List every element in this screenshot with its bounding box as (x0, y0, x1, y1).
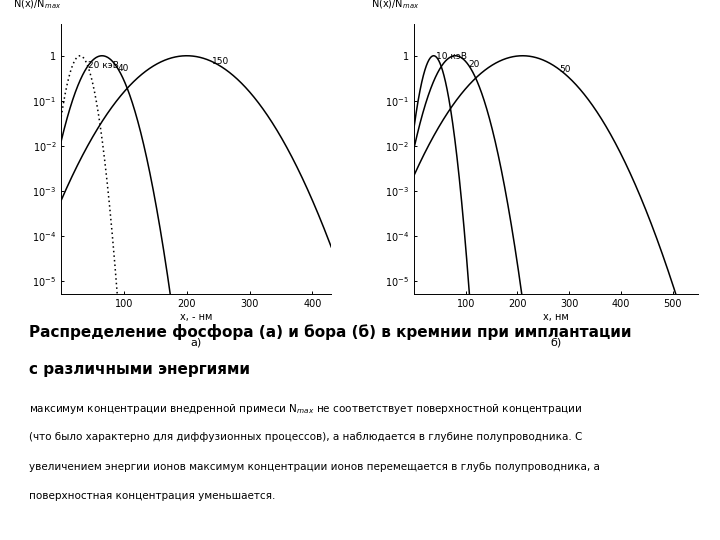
Text: 20 кэВ: 20 кэВ (88, 61, 119, 70)
Text: 20: 20 (468, 60, 480, 69)
Text: 50: 50 (559, 65, 570, 73)
Text: поверхностная концентрация уменьшается.: поверхностная концентрация уменьшается. (29, 491, 275, 502)
Text: 150: 150 (212, 57, 229, 66)
Text: б): б) (551, 338, 562, 348)
Text: с различными энергиями: с различными энергиями (29, 362, 250, 377)
X-axis label: x, нм: x, нм (544, 312, 569, 322)
X-axis label: x, - нм: x, - нм (180, 312, 212, 322)
Text: N(x)/N$_{max}$: N(x)/N$_{max}$ (372, 0, 420, 11)
Text: увеличением энергии ионов максимум концентрации ионов перемещается в глубь полуп: увеличением энергии ионов максимум конце… (29, 462, 600, 472)
Text: 40: 40 (117, 64, 129, 73)
Text: максимум концентрации внедренной примеси N$_{max}$ не соответствует поверхностно: максимум концентрации внедренной примеси… (29, 402, 582, 416)
Text: Распределение фосфора (а) и бора (б) в кремнии при имплантации: Распределение фосфора (а) и бора (б) в к… (29, 324, 631, 340)
Text: 10 кэВ: 10 кэВ (436, 52, 467, 61)
Text: (что было характерно для диффузионных процессов), а наблюдается в глубине полупр: (что было характерно для диффузионных пр… (29, 432, 582, 442)
Text: N(x)/N$_{max}$: N(x)/N$_{max}$ (13, 0, 60, 11)
Text: а): а) (191, 338, 202, 348)
